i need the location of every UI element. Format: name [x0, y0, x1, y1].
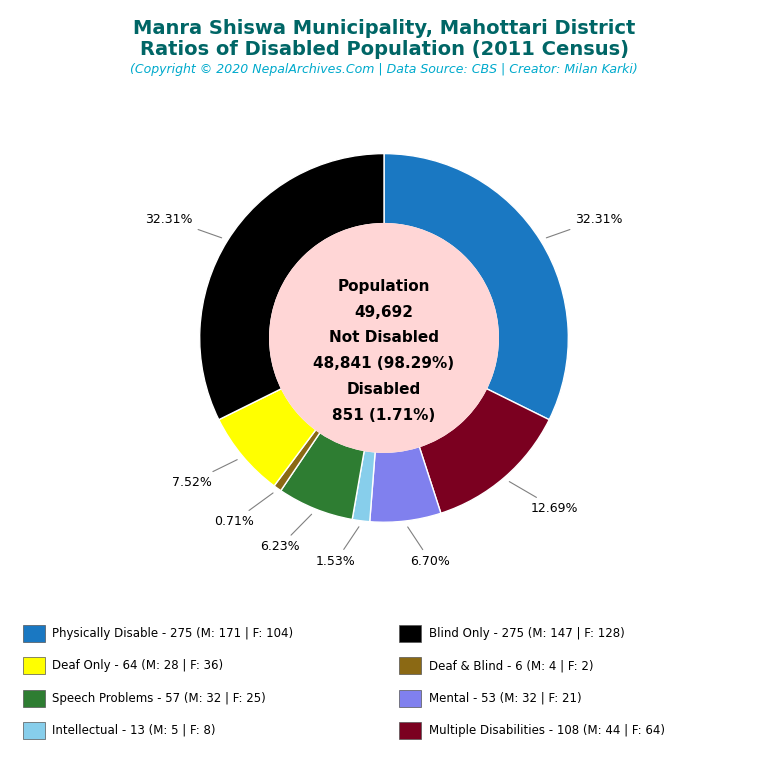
Text: 49,692: 49,692 — [355, 305, 413, 319]
Circle shape — [270, 223, 498, 452]
Text: 6.23%: 6.23% — [260, 515, 312, 553]
Text: Deaf Only - 64 (M: 28 | F: 36): Deaf Only - 64 (M: 28 | F: 36) — [52, 660, 223, 672]
Text: 32.31%: 32.31% — [546, 213, 623, 238]
Wedge shape — [200, 154, 384, 419]
Text: Mental - 53 (M: 32 | F: 21): Mental - 53 (M: 32 | F: 21) — [429, 692, 581, 704]
Text: 1.53%: 1.53% — [316, 527, 359, 568]
Text: Ratios of Disabled Population (2011 Census): Ratios of Disabled Population (2011 Cens… — [140, 40, 628, 59]
Text: Blind Only - 275 (M: 147 | F: 128): Blind Only - 275 (M: 147 | F: 128) — [429, 627, 624, 640]
Text: 12.69%: 12.69% — [509, 482, 578, 515]
Text: Population: Population — [338, 279, 430, 294]
Text: 48,841 (98.29%): 48,841 (98.29%) — [313, 356, 455, 371]
Wedge shape — [384, 154, 568, 419]
Text: 0.71%: 0.71% — [214, 493, 273, 528]
Text: Deaf & Blind - 6 (M: 4 | F: 2): Deaf & Blind - 6 (M: 4 | F: 2) — [429, 660, 593, 672]
Text: Physically Disable - 275 (M: 171 | F: 104): Physically Disable - 275 (M: 171 | F: 10… — [52, 627, 293, 640]
Text: Not Disabled: Not Disabled — [329, 330, 439, 346]
Text: 6.70%: 6.70% — [408, 527, 450, 568]
Text: Speech Problems - 57 (M: 32 | F: 25): Speech Problems - 57 (M: 32 | F: 25) — [52, 692, 266, 704]
Text: 32.31%: 32.31% — [145, 213, 222, 238]
Text: (Copyright © 2020 NepalArchives.Com | Data Source: CBS | Creator: Milan Karki): (Copyright © 2020 NepalArchives.Com | Da… — [130, 63, 638, 76]
Text: Intellectual - 13 (M: 5 | F: 8): Intellectual - 13 (M: 5 | F: 8) — [52, 724, 216, 737]
Wedge shape — [419, 389, 549, 513]
Text: 851 (1.71%): 851 (1.71%) — [333, 408, 435, 423]
Text: Manra Shiswa Municipality, Mahottari District: Manra Shiswa Municipality, Mahottari Dis… — [133, 19, 635, 38]
Text: 7.52%: 7.52% — [171, 460, 237, 488]
Text: Multiple Disabilities - 108 (M: 44 | F: 64): Multiple Disabilities - 108 (M: 44 | F: … — [429, 724, 664, 737]
Wedge shape — [353, 451, 375, 521]
Wedge shape — [274, 429, 320, 491]
Wedge shape — [281, 432, 364, 519]
Wedge shape — [369, 447, 441, 522]
Wedge shape — [219, 389, 316, 486]
Text: Disabled: Disabled — [347, 382, 421, 397]
